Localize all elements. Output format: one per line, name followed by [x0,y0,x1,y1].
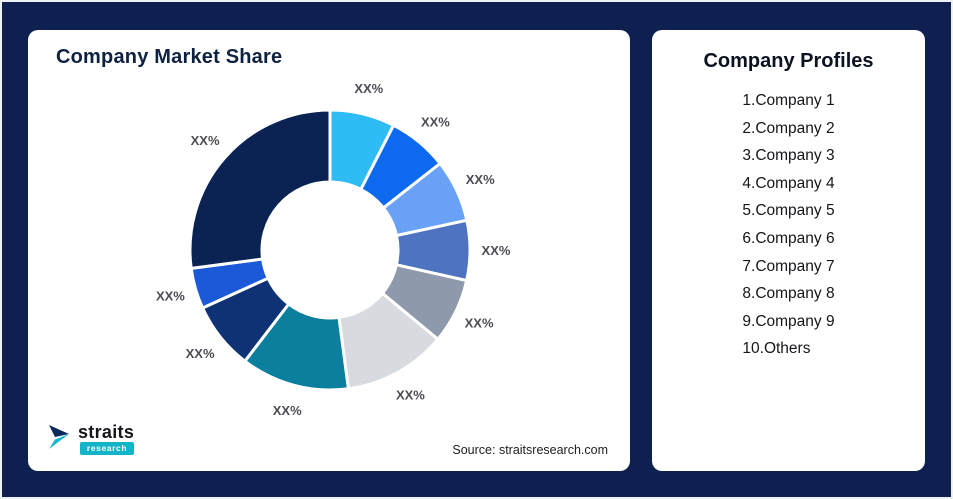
company-profiles-list: 1.Company 1 2.Company 2 3.Company 3 4.Co… [742,87,834,363]
donut-segment-label-2: XX% [421,114,450,129]
profile-item-4: 4.Company 4 [742,174,835,192]
donut-chart: XX% XX% XX% XX% XX% XX% XX% XX% XX% XX% [156,81,511,418]
profile-item-6: 6.Company 6 [742,229,835,247]
donut-segment-label-6: XX% [396,388,425,403]
profile-item-2: 2.Company 2 [742,119,835,137]
company-profiles-title: Company Profiles [703,50,874,72]
logo-arrow-icon [46,424,72,455]
profile-item-8: 8.Company 8 [742,285,835,303]
logo-text-block: straits research [78,422,135,455]
logo-name-text: straits [78,422,135,442]
profile-item-1: 1.Company 1 [742,92,835,109]
market-share-title: Company Market Share [56,46,283,68]
profile-item-9: 9.Company 9 [742,312,835,330]
straits-research-logo: straits research [46,422,135,455]
profile-item-7: 7.Company 7 [742,257,835,275]
market-share-card: Company Market Share XX% XX% XX% XX% XX% XX% X… [28,30,630,471]
donut-segment-label-7: XX% [273,403,302,418]
donut-segment-label-1: XX% [354,81,383,96]
profile-item-5: 5.Company 5 [742,202,835,220]
donut-segment-label-5: XX% [465,316,494,331]
profile-item-10: 10.Others [742,340,811,358]
donut-segment-label-8: XX% [186,346,215,361]
donut-segment-label-9: XX% [156,288,185,303]
donut-segment-label-4: XX% [482,243,511,258]
logo-subtitle-badge: research [79,442,135,455]
donut-segment-label-10: XX% [191,133,220,148]
company-profiles-card: Company Profiles 1.Company 1 2.Company 2… [652,30,925,471]
donut-segment-label-3: XX% [466,172,495,187]
donut-segment-10 [188,108,332,270]
source-attribution-text: Source: straitsresearch.com [452,443,608,457]
profile-item-3: 3.Company 3 [742,147,835,165]
